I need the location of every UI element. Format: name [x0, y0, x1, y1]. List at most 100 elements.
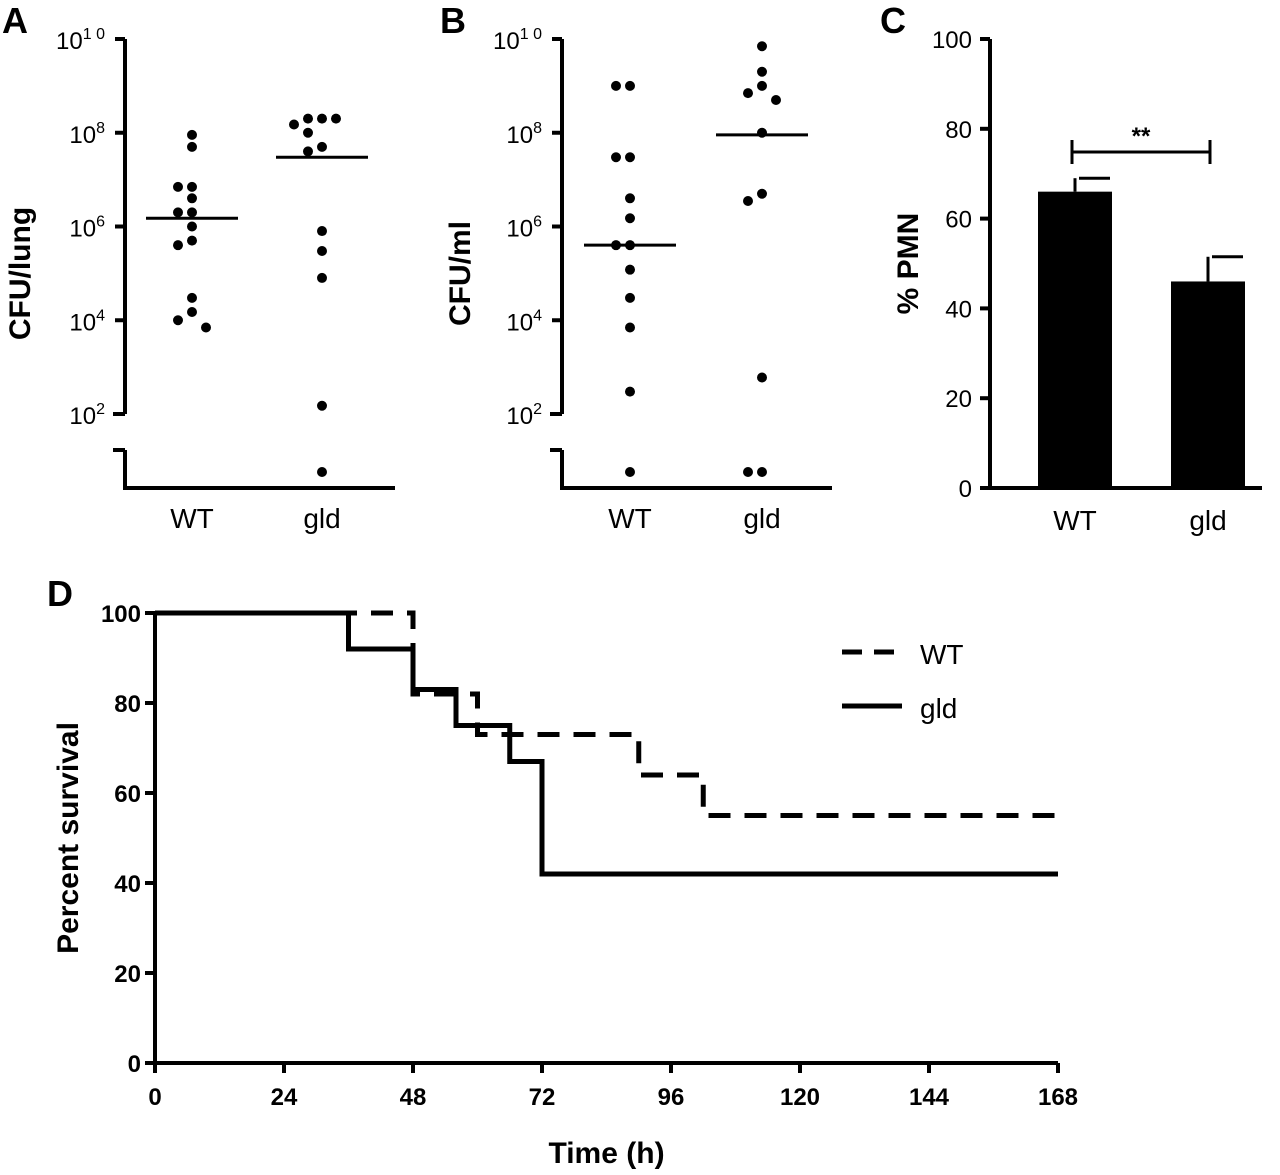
- y-tick-label: 100: [932, 27, 972, 54]
- y-axis-label: Percent survival: [52, 722, 85, 954]
- y-tick-exponent: 6: [533, 214, 542, 231]
- data-point: [317, 400, 327, 411]
- data-point: [317, 141, 327, 152]
- y-tick-label: 20: [114, 961, 141, 988]
- data-point: [757, 127, 767, 138]
- data-point: [625, 193, 635, 204]
- y-tick-base: 10: [506, 216, 533, 243]
- panel-letter-a: A: [2, 0, 28, 41]
- data-point: [625, 152, 635, 163]
- y-tick-label: 104: [506, 307, 542, 336]
- data-point: [303, 127, 313, 138]
- series-line-wt: [155, 610, 1058, 818]
- y-tick-label: 20: [945, 386, 972, 413]
- data-point: [187, 181, 197, 192]
- data-point: [173, 181, 183, 192]
- y-tick-base: 10: [69, 309, 96, 336]
- x-category-label: gld: [743, 503, 780, 534]
- data-point: [611, 80, 621, 91]
- y-tick-base: 10: [506, 122, 533, 149]
- data-point: [743, 195, 753, 206]
- data-point: [757, 80, 767, 91]
- x-category-label: gld: [303, 503, 340, 534]
- y-tick-label: 102: [69, 401, 105, 430]
- data-point: [289, 119, 299, 130]
- data-point: [771, 94, 781, 105]
- data-point: [187, 235, 197, 246]
- data-point: [625, 240, 635, 251]
- data-point: [331, 113, 341, 124]
- y-tick-base: 10: [493, 28, 520, 55]
- data-point: [187, 292, 197, 303]
- y-tick-label: 101 0: [493, 26, 542, 55]
- x-tick-label: 96: [658, 1084, 685, 1111]
- bar: [1171, 281, 1245, 488]
- data-point: [625, 213, 635, 224]
- panel-d-survival-curve: 0 20 40 60 80 100 0 24 48 72 96 120 144 168 Time (h) Pe…: [52, 601, 1078, 1170]
- panel-letter-d: D: [47, 573, 73, 614]
- y-tick-exponent: 2: [96, 401, 105, 418]
- x-tick-label: 72: [529, 1084, 556, 1111]
- data-point: [317, 113, 327, 124]
- y-tick-label: 0: [128, 1051, 141, 1078]
- y-tick-base: 10: [69, 122, 96, 149]
- y-tick-label: 40: [945, 296, 972, 323]
- panel-letter-c: C: [880, 0, 906, 41]
- data-point: [743, 88, 753, 99]
- data-point: [187, 193, 197, 204]
- data-point: [187, 129, 197, 140]
- y-axis-label: CFU/lung: [4, 207, 37, 340]
- data-point: [625, 80, 635, 91]
- y-tick-exponent: 8: [96, 120, 105, 137]
- y-tick-label: 108: [506, 120, 542, 149]
- y-tick-exponent: 4: [96, 307, 105, 324]
- data-point: [757, 467, 767, 477]
- y-tick-base: 10: [506, 403, 533, 430]
- x-tick-label: 24: [271, 1084, 298, 1111]
- data-point: [625, 467, 635, 477]
- data-point: [187, 306, 197, 317]
- y-tick-label: 106: [69, 214, 105, 243]
- axes: [153, 613, 1058, 1065]
- data-point: [317, 467, 327, 477]
- y-tick-label: 108: [69, 120, 105, 149]
- data-point: [625, 322, 635, 333]
- y-tick-label: 60: [114, 781, 141, 808]
- data-point: [317, 246, 327, 257]
- data-point: [625, 386, 635, 397]
- y-tick-exponent: 1 0: [83, 26, 105, 43]
- y-tick-exponent: 6: [96, 214, 105, 231]
- legend-label: WT: [920, 639, 964, 670]
- y-tick-label: 106: [506, 214, 542, 243]
- y-tick-exponent: 1 0: [520, 26, 542, 43]
- data-point: [611, 240, 621, 251]
- y-tick-label: 80: [945, 117, 972, 144]
- y-tick-label: 80: [114, 691, 141, 718]
- y-tick-base: 10: [69, 403, 96, 430]
- data-point: [201, 322, 211, 333]
- data-point: [625, 292, 635, 303]
- x-category-label: WT: [1053, 505, 1097, 536]
- series-line-gld: [155, 610, 1058, 877]
- data-point: [317, 272, 327, 283]
- panel-c-bar-chart: 0 20 40 60 80 100 % PMN WT gld **: [892, 27, 1262, 536]
- x-category-label: WT: [608, 503, 652, 534]
- y-tick-label: 0: [959, 476, 972, 503]
- x-tick-label: 120: [780, 1084, 820, 1111]
- x-tick-label: 144: [909, 1084, 950, 1111]
- data-point: [317, 226, 327, 237]
- x-axis: [560, 450, 832, 490]
- y-tick-label: 40: [114, 871, 141, 898]
- x-category-label: WT: [170, 503, 214, 534]
- significance-label: **: [1132, 123, 1151, 150]
- y-tick-label: 104: [69, 307, 105, 336]
- data-point: [611, 152, 621, 163]
- y-axis-label: % PMN: [892, 213, 925, 315]
- y-tick-exponent: 2: [533, 401, 542, 418]
- y-tick-exponent: 8: [533, 120, 542, 137]
- data-point: [187, 141, 197, 152]
- x-tick-label: 48: [400, 1084, 427, 1111]
